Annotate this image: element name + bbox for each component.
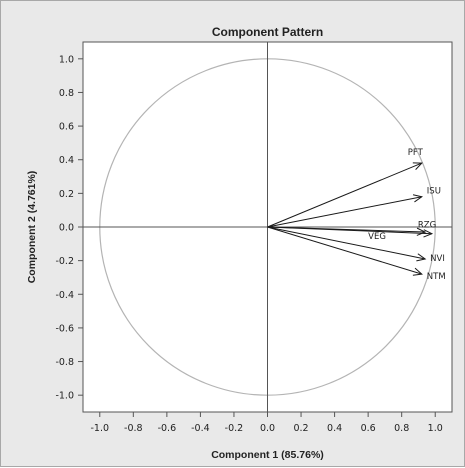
y-tick-label: 0.6 <box>59 122 74 133</box>
y-tick-label: -0.6 <box>55 323 74 334</box>
vector-isu <box>267 196 422 228</box>
x-tick-label: 0.6 <box>361 423 376 434</box>
x-tick-label: 0.0 <box>260 423 275 434</box>
x-tick-label: -0.4 <box>191 423 210 434</box>
chart-title: Component Pattern <box>212 25 323 39</box>
vector-label-pft: PFT <box>408 148 424 158</box>
x-tick-label: 0.4 <box>327 423 342 434</box>
vector-label-isu: ISU <box>427 187 441 197</box>
x-axis-label: Component 1 (85.76%) <box>211 449 324 461</box>
vector-veg <box>267 226 426 233</box>
x-tick-label: -0.2 <box>225 423 244 434</box>
x-tick-label: -0.8 <box>124 423 143 434</box>
vector-pft <box>267 162 423 228</box>
y-axis-label: Component 2 (4.761%) <box>26 171 38 284</box>
y-tick-label: 0.0 <box>59 223 74 234</box>
y-tick-label: -1.0 <box>55 391 74 402</box>
x-tick-label: 1.0 <box>428 423 443 434</box>
arrowhead-veg <box>416 227 427 236</box>
y-tick-label: 0.2 <box>59 189 74 200</box>
x-tick-label: 0.2 <box>293 423 308 434</box>
arrowhead-pft <box>412 162 423 170</box>
arrowhead-nvi <box>416 253 427 262</box>
arrowhead-ntm <box>412 267 423 276</box>
y-tick-label: 0.4 <box>59 155 74 166</box>
vector-nvi <box>267 226 426 260</box>
arrowhead-isu <box>412 194 424 203</box>
vector-label-ntm: NTM <box>427 272 446 282</box>
x-tick-label: 0.8 <box>394 423 409 434</box>
y-tick-label: -0.2 <box>55 256 74 267</box>
vector-ntm <box>267 226 422 275</box>
vector-label-rzg: RZG <box>418 221 436 231</box>
x-tick-label: -1.0 <box>90 423 109 434</box>
y-tick-label: 1.0 <box>59 54 74 65</box>
x-tick-label: -0.6 <box>158 423 177 434</box>
y-tick-label: -0.8 <box>55 357 74 368</box>
y-tick-label: 0.8 <box>59 88 74 99</box>
arrowhead-rzg <box>423 229 434 238</box>
vector-label-nvi: NVI <box>430 254 445 264</box>
vector-label-veg: VEG <box>368 232 386 242</box>
y-tick-label: -0.4 <box>55 290 74 301</box>
